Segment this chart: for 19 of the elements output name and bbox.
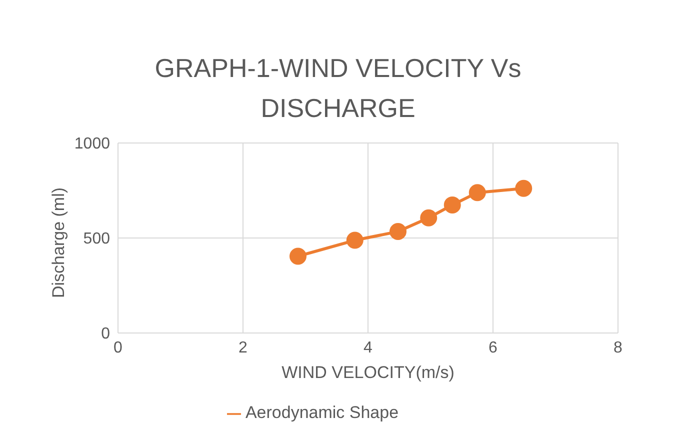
chart-title: GRAPH-1-WIND VELOCITY Vs DISCHARGE (154, 52, 522, 125)
legend-label: Aerodynamic Shape (245, 403, 399, 422)
y-tick-label: 0 (101, 326, 110, 343)
x-tick-label: 6 (488, 339, 498, 356)
point (290, 248, 306, 265)
x-tick-label: 4 (364, 339, 373, 356)
point (515, 180, 532, 197)
y-axis-title: Discharge (ml) (49, 187, 68, 298)
point (444, 196, 461, 214)
point (420, 209, 438, 226)
y-tick-label: 500 (83, 230, 110, 248)
point (346, 232, 364, 249)
x-axis-title: WIND VELOCITY(m/s) (282, 363, 454, 382)
point (468, 184, 486, 202)
y-tick-label: 1000 (74, 136, 110, 153)
x-tick-label: 0 (114, 339, 123, 356)
x-tick-label: 8 (614, 339, 623, 356)
x-tick-label: 2 (238, 339, 248, 356)
point (390, 223, 406, 240)
